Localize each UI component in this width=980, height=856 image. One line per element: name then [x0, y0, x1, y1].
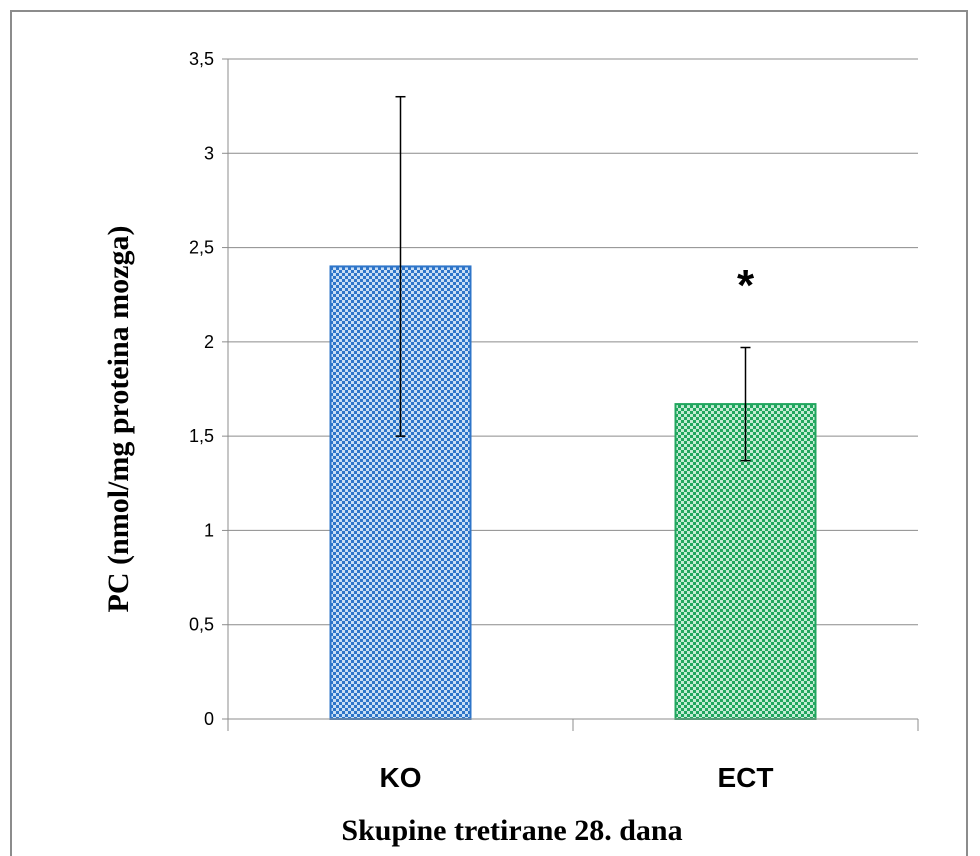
y-tick-label: 2,5	[189, 238, 214, 258]
x-tick-label-ect: ECT	[718, 762, 774, 793]
y-tick-label: 3,5	[189, 49, 214, 69]
error-bars	[395, 95, 751, 462]
y-tick-label: 2	[204, 332, 214, 352]
y-tick-label: 0	[204, 709, 214, 729]
labels: 0 0,5 1 1,5 2 2,5 3 3,5 KO ECT *	[189, 49, 774, 793]
y-axis-title: PC (nmol/mg proteina mozga)	[102, 226, 135, 613]
x-axis-title: Skupine tretirane 28. dana	[341, 814, 682, 847]
significance-marker: *	[737, 261, 755, 310]
bars	[329, 265, 817, 720]
y-tick-label: 1,5	[189, 426, 214, 446]
x-tick-label-ko: KO	[380, 762, 422, 793]
axes	[222, 58, 919, 731]
y-tick-label: 0,5	[189, 615, 214, 635]
chart-frame	[10, 10, 968, 856]
y-tick-label: 3	[204, 143, 214, 163]
y-tick-label: 1	[204, 520, 214, 540]
